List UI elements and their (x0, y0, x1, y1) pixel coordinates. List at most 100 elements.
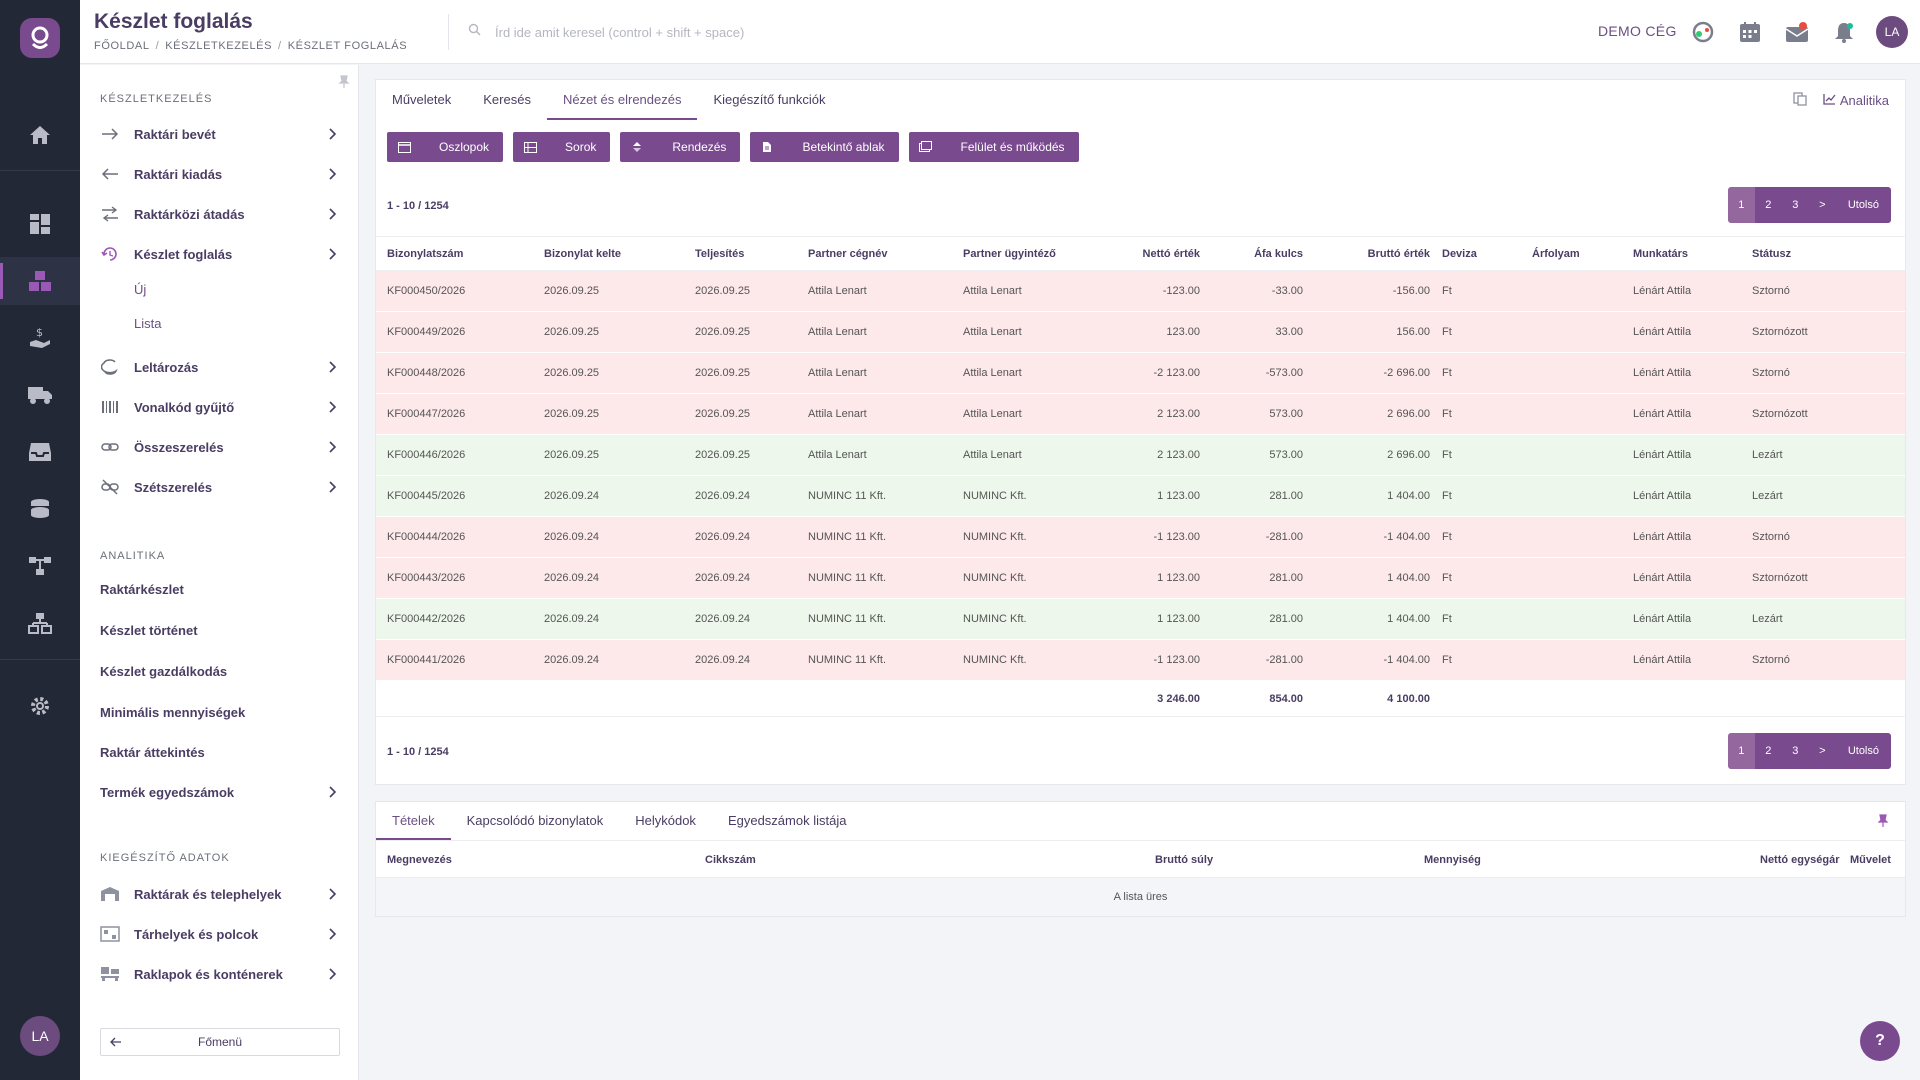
sidebar-item-reservation[interactable]: Készlet foglalás (100, 239, 340, 269)
table-cell: Sztornózott (1741, 557, 1905, 599)
column-header[interactable]: Művelet (1850, 854, 1891, 866)
main-menu-button[interactable]: Főmenü (100, 1028, 340, 1056)
column-header[interactable]: Árfolyam (1521, 236, 1622, 271)
table-row[interactable]: KF000449/2026 2026.09.25 2026.09.25 Attila … (376, 311, 1905, 353)
next-page-button[interactable]: > (1808, 733, 1836, 769)
sidebar-item-pallets[interactable]: Raklapok és konténerek (100, 959, 340, 989)
workflow-icon[interactable] (0, 542, 80, 590)
sidebar-item-stocktaking[interactable]: Leltározás (100, 352, 340, 382)
settings-icon[interactable] (0, 682, 80, 730)
support-icon[interactable] (1689, 18, 1717, 46)
inbox-icon[interactable] (0, 428, 80, 476)
table-row[interactable]: KF000444/2026 2026.09.24 2026.09.24 NUMINC … (376, 516, 1905, 558)
table-cell: 2026.09.25 (684, 434, 797, 476)
sidebar-item-transfer[interactable]: Raktárközi átadás (100, 199, 340, 229)
tab-location-codes[interactable]: Helykódok (635, 812, 696, 828)
tab-serial-list[interactable]: Egyedszámok listája (727, 812, 847, 828)
next-page-button[interactable]: > (1808, 187, 1836, 223)
column-header[interactable]: Bizonylatszám (376, 236, 533, 271)
column-header[interactable]: Teljesítés (684, 236, 797, 271)
pin-icon[interactable] (1877, 814, 1889, 833)
column-header[interactable]: Bruttó érték (1315, 236, 1442, 271)
last-page-button[interactable]: Utolsó (1835, 187, 1891, 223)
sidebar-item-shelves[interactable]: Tárhelyek és polcok (100, 919, 340, 949)
coins-icon[interactable] (0, 485, 80, 533)
bell-icon[interactable] (1830, 18, 1858, 46)
column-header[interactable]: Partner ügyintéző (952, 236, 1105, 271)
page-2-button[interactable]: 2 (1754, 733, 1782, 769)
sidebar-item-barcode[interactable]: Vonalkód gyűjtő (100, 392, 340, 422)
structure-icon[interactable] (0, 599, 80, 647)
sidebar-link-stock[interactable]: Raktárkészlet (100, 582, 184, 597)
rows-button[interactable]: Sorok (513, 132, 611, 162)
analytics-link[interactable]: Analitika (1839, 93, 1889, 108)
column-header[interactable]: Bruttó súly (1155, 854, 1214, 866)
column-header[interactable]: Státusz (1741, 236, 1905, 271)
sidebar-item-incoming[interactable]: Raktári bevét (100, 119, 340, 149)
ui-behavior-button[interactable]: Felület és működés (908, 132, 1079, 162)
table-row[interactable]: KF000443/2026 2026.09.24 2026.09.24 NUMINC … (376, 557, 1905, 599)
home-icon[interactable] (0, 111, 80, 159)
search-input[interactable] (495, 24, 955, 40)
page-3-button[interactable]: 3 (1781, 733, 1809, 769)
sidebar-link-management[interactable]: Készlet gazdálkodás (100, 664, 228, 679)
sidebar-item-outgoing[interactable]: Raktári kiadás (100, 159, 340, 189)
user-avatar[interactable]: LA (20, 1016, 60, 1056)
breadcrumb-inventory[interactable]: KÉSZLETKEZELÉS (165, 40, 273, 52)
sidebar-subitem-new[interactable]: Új (134, 282, 147, 297)
page-3-button[interactable]: 3 (1781, 187, 1809, 223)
column-header[interactable]: Bizonylat kelte (533, 236, 684, 271)
columns-button[interactable]: Oszlopok (387, 132, 504, 162)
last-page-button[interactable]: Utolsó (1835, 733, 1891, 769)
tab-extra-functions[interactable]: Kiegészítő funkciók (713, 91, 826, 107)
sidebar-subitem-list[interactable]: Lista (134, 316, 162, 331)
preview-window-button[interactable]: Betekintő ablak (750, 132, 899, 162)
table-row[interactable]: KF000445/2026 2026.09.24 2026.09.24 NUMINC … (376, 475, 1905, 517)
tab-view-layout[interactable]: Nézet és elrendezés (546, 80, 698, 120)
page-1-button[interactable]: 1 (1727, 187, 1755, 223)
table-row[interactable]: KF000447/2026 2026.09.25 2026.09.25 Attila … (376, 393, 1905, 435)
sidebar-link-history[interactable]: Készlet történet (100, 623, 198, 638)
header-avatar[interactable]: LA (1876, 16, 1908, 48)
sidebar-item-warehouses[interactable]: Raktárak és telephelyek (100, 879, 340, 909)
mail-icon[interactable] (1783, 18, 1811, 46)
column-header[interactable]: Nettó érték (1105, 236, 1212, 271)
pin-icon[interactable] (338, 75, 350, 94)
app-logo[interactable] (20, 18, 60, 58)
finance-icon[interactable]: $ (0, 314, 80, 362)
table-row[interactable]: KF000441/2026 2026.09.24 2026.09.24 NUMINC … (376, 639, 1905, 681)
column-header[interactable]: Munkatárs (1622, 236, 1741, 271)
column-header[interactable]: Partner cégnév (797, 236, 952, 271)
table-row[interactable]: KF000446/2026 2026.09.25 2026.09.25 Attila … (376, 434, 1905, 476)
tab-items[interactable]: Tételek (376, 802, 451, 840)
column-header[interactable]: Nettó egységár (1760, 854, 1840, 866)
company-name[interactable]: DEMO CÉG (1598, 23, 1677, 39)
column-header[interactable]: Cikkszám (705, 854, 756, 866)
column-header[interactable]: Mennyiség (1424, 854, 1481, 866)
truck-icon[interactable] (0, 371, 80, 419)
column-header[interactable]: Deviza (1442, 236, 1521, 271)
table-row[interactable]: KF000442/2026 2026.09.24 2026.09.24 NUMINC … (376, 598, 1905, 640)
help-button[interactable]: ? (1860, 1021, 1900, 1061)
sidebar-link-overview[interactable]: Raktár áttekintés (100, 745, 205, 760)
column-header[interactable]: Áfa kulcs (1212, 236, 1315, 271)
table-cell: 281.00 (1212, 598, 1315, 640)
inventory-icon[interactable] (0, 257, 80, 305)
page-1-button[interactable]: 1 (1727, 733, 1755, 769)
sidebar-item-disassembly[interactable]: Szétszerelés (100, 472, 340, 502)
calendar-icon[interactable] (1736, 18, 1764, 46)
tab-search[interactable]: Keresés (483, 91, 531, 107)
tab-related-docs[interactable]: Kapcsolódó bizonylatok (466, 812, 604, 828)
breadcrumb-home[interactable]: FŐOLDAL (94, 40, 150, 52)
table-row[interactable]: KF000448/2026 2026.09.25 2026.09.25 Attila … (376, 352, 1905, 394)
sidebar-item-serials[interactable]: Termék egyedszámok (100, 777, 340, 807)
sidebar-item-assembly[interactable]: Összeszerelés (100, 432, 340, 462)
page-2-button[interactable]: 2 (1754, 187, 1782, 223)
column-header[interactable]: Megnevezés (387, 854, 452, 866)
table-row[interactable]: KF000450/2026 2026.09.25 2026.09.25 Attila … (376, 270, 1905, 312)
dashboard-icon[interactable] (0, 200, 80, 248)
tab-operations[interactable]: Műveletek (392, 91, 452, 107)
sort-button[interactable]: Rendezés (620, 132, 741, 162)
sidebar-link-minimum[interactable]: Minimális mennyiségek (100, 705, 246, 720)
copy-icon[interactable] (1793, 92, 1807, 109)
